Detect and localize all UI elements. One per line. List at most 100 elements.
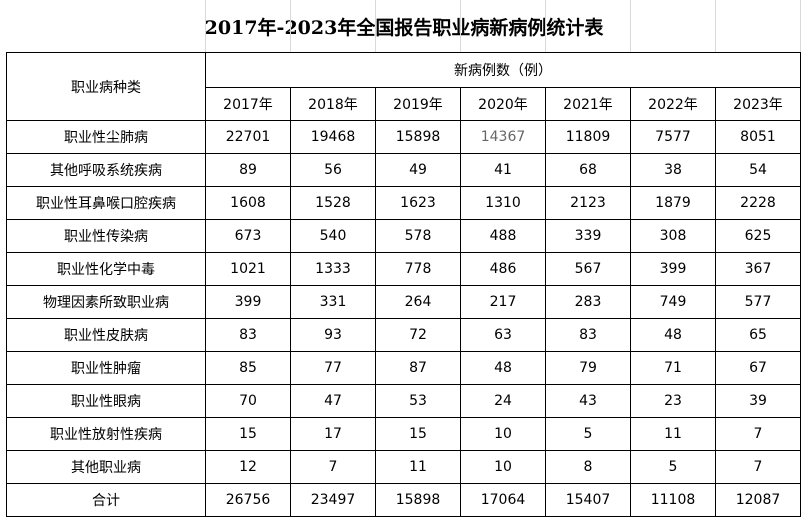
case-count-cell[interactable]: 17064 bbox=[460, 483, 546, 517]
category-header-cell[interactable]: 职业病种类 bbox=[6, 52, 206, 121]
case-count-cell[interactable]: 48 bbox=[460, 351, 546, 385]
disease-name-cell[interactable]: 职业性放射性疾病 bbox=[6, 417, 206, 451]
case-count-cell[interactable]: 83 bbox=[205, 318, 291, 352]
case-count-cell[interactable]: 488 bbox=[460, 219, 546, 253]
case-count-cell[interactable]: 71 bbox=[630, 351, 716, 385]
case-count-cell[interactable]: 778 bbox=[375, 252, 461, 286]
case-count-cell[interactable]: 54 bbox=[715, 153, 801, 187]
case-count-cell[interactable]: 38 bbox=[630, 153, 716, 187]
case-count-cell[interactable]: 540 bbox=[290, 219, 376, 253]
new-cases-header-cell[interactable]: 新病例数（例） bbox=[205, 52, 801, 88]
case-count-cell[interactable]: 68 bbox=[545, 153, 631, 187]
case-count-cell[interactable]: 7577 bbox=[630, 120, 716, 154]
disease-name-cell[interactable]: 职业性肿瘤 bbox=[6, 351, 206, 385]
case-count-cell[interactable]: 399 bbox=[205, 285, 291, 319]
case-count-cell[interactable]: 1021 bbox=[205, 252, 291, 286]
case-count-cell[interactable]: 11809 bbox=[545, 120, 631, 154]
disease-name-cell[interactable]: 职业性尘肺病 bbox=[6, 120, 206, 154]
case-count-cell[interactable]: 749 bbox=[630, 285, 716, 319]
case-count-cell[interactable]: 8 bbox=[545, 450, 631, 484]
case-count-cell[interactable]: 486 bbox=[460, 252, 546, 286]
case-count-cell[interactable]: 70 bbox=[205, 384, 291, 418]
disease-name-cell[interactable]: 合计 bbox=[6, 483, 206, 517]
case-count-cell[interactable]: 26756 bbox=[205, 483, 291, 517]
case-count-cell[interactable]: 7 bbox=[290, 450, 376, 484]
case-count-cell[interactable]: 11 bbox=[375, 450, 461, 484]
case-count-cell[interactable]: 15898 bbox=[375, 120, 461, 154]
case-count-cell[interactable]: 567 bbox=[545, 252, 631, 286]
case-count-cell[interactable]: 17 bbox=[290, 417, 376, 451]
case-count-cell[interactable]: 93 bbox=[290, 318, 376, 352]
case-count-cell[interactable]: 23 bbox=[630, 384, 716, 418]
case-count-cell[interactable]: 23497 bbox=[290, 483, 376, 517]
case-count-cell[interactable]: 43 bbox=[545, 384, 631, 418]
case-count-cell[interactable]: 264 bbox=[375, 285, 461, 319]
case-count-cell[interactable]: 65 bbox=[715, 318, 801, 352]
year-header-cell[interactable]: 2018年 bbox=[290, 87, 376, 121]
case-count-cell[interactable]: 41 bbox=[460, 153, 546, 187]
case-count-cell[interactable]: 19468 bbox=[290, 120, 376, 154]
case-count-cell[interactable]: 339 bbox=[545, 219, 631, 253]
case-count-cell[interactable]: 10 bbox=[460, 450, 546, 484]
case-count-cell[interactable]: 11108 bbox=[630, 483, 716, 517]
case-count-cell[interactable]: 83 bbox=[545, 318, 631, 352]
disease-name-cell[interactable]: 职业性耳鼻喉口腔疾病 bbox=[6, 186, 206, 220]
case-count-cell[interactable]: 2123 bbox=[545, 186, 631, 220]
case-count-cell[interactable]: 308 bbox=[630, 219, 716, 253]
year-header-cell[interactable]: 2017年 bbox=[205, 87, 291, 121]
case-count-cell[interactable]: 578 bbox=[375, 219, 461, 253]
case-count-cell[interactable]: 49 bbox=[375, 153, 461, 187]
case-count-cell[interactable]: 673 bbox=[205, 219, 291, 253]
case-count-cell[interactable]: 63 bbox=[460, 318, 546, 352]
case-count-cell[interactable]: 1310 bbox=[460, 186, 546, 220]
case-count-cell[interactable]: 2228 bbox=[715, 186, 801, 220]
disease-name-cell[interactable]: 职业性传染病 bbox=[6, 219, 206, 253]
case-count-cell[interactable]: 1879 bbox=[630, 186, 716, 220]
case-count-cell[interactable]: 77 bbox=[290, 351, 376, 385]
case-count-cell[interactable]: 5 bbox=[630, 450, 716, 484]
case-count-cell[interactable]: 1333 bbox=[290, 252, 376, 286]
case-count-cell[interactable]: 72 bbox=[375, 318, 461, 352]
case-count-cell[interactable]: 15 bbox=[205, 417, 291, 451]
case-count-cell[interactable]: 577 bbox=[715, 285, 801, 319]
case-count-cell[interactable]: 367 bbox=[715, 252, 801, 286]
case-count-cell[interactable]: 12087 bbox=[715, 483, 801, 517]
case-count-cell[interactable]: 56 bbox=[290, 153, 376, 187]
case-count-cell[interactable]: 7 bbox=[715, 450, 801, 484]
case-count-cell[interactable]: 87 bbox=[375, 351, 461, 385]
case-count-cell[interactable]: 8051 bbox=[715, 120, 801, 154]
case-count-cell[interactable]: 15407 bbox=[545, 483, 631, 517]
disease-name-cell[interactable]: 职业性皮肤病 bbox=[6, 318, 206, 352]
case-count-cell[interactable]: 24 bbox=[460, 384, 546, 418]
case-count-cell[interactable]: 39 bbox=[715, 384, 801, 418]
case-count-cell[interactable]: 7 bbox=[715, 417, 801, 451]
disease-name-cell[interactable]: 职业性眼病 bbox=[6, 384, 206, 418]
case-count-cell[interactable]: 1608 bbox=[205, 186, 291, 220]
case-count-cell[interactable]: 399 bbox=[630, 252, 716, 286]
case-count-cell[interactable]: 47 bbox=[290, 384, 376, 418]
case-count-cell[interactable]: 89 bbox=[205, 153, 291, 187]
disease-name-cell[interactable]: 职业性化学中毒 bbox=[6, 252, 206, 286]
case-count-cell[interactable]: 12 bbox=[205, 450, 291, 484]
case-count-cell[interactable]: 1528 bbox=[290, 186, 376, 220]
year-header-cell[interactable]: 2019年 bbox=[375, 87, 461, 121]
case-count-cell[interactable]: 1623 bbox=[375, 186, 461, 220]
case-count-cell[interactable]: 85 bbox=[205, 351, 291, 385]
case-count-cell[interactable]: 15898 bbox=[375, 483, 461, 517]
disease-name-cell[interactable]: 其他职业病 bbox=[6, 450, 206, 484]
case-count-cell[interactable]: 217 bbox=[460, 285, 546, 319]
year-header-cell[interactable]: 2020年 bbox=[460, 87, 546, 121]
case-count-cell[interactable]: 11 bbox=[630, 417, 716, 451]
case-count-cell[interactable]: 15 bbox=[375, 417, 461, 451]
disease-name-cell[interactable]: 其他呼吸系统疾病 bbox=[6, 153, 206, 187]
case-count-cell[interactable]: 79 bbox=[545, 351, 631, 385]
case-count-cell[interactable]: 14367 bbox=[460, 120, 546, 154]
year-header-cell[interactable]: 2022年 bbox=[630, 87, 716, 121]
case-count-cell[interactable]: 22701 bbox=[205, 120, 291, 154]
case-count-cell[interactable]: 53 bbox=[375, 384, 461, 418]
case-count-cell[interactable]: 10 bbox=[460, 417, 546, 451]
case-count-cell[interactable]: 67 bbox=[715, 351, 801, 385]
case-count-cell[interactable]: 331 bbox=[290, 285, 376, 319]
case-count-cell[interactable]: 283 bbox=[545, 285, 631, 319]
year-header-cell[interactable]: 2023年 bbox=[715, 87, 801, 121]
